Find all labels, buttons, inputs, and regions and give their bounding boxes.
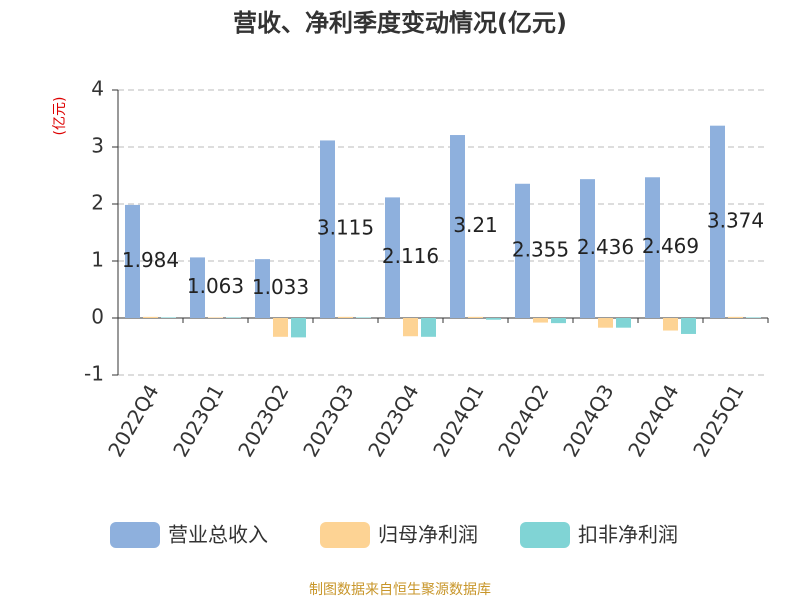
bar [403,318,418,337]
y-tick-label: -1 [84,362,104,386]
bar [190,257,205,318]
y-tick-label: 2 [91,191,104,215]
legend-label[interactable]: 营业总收入 [168,523,268,547]
bar [161,317,176,318]
legend-swatch[interactable] [520,522,570,548]
bar [450,135,465,318]
y-tick-label: 4 [91,77,104,101]
bar [338,316,353,318]
value-label: 3.374 [707,208,764,232]
value-label: 3.115 [317,216,374,240]
value-label: 1.033 [252,275,309,299]
x-tick-label: 2024Q1 [428,380,488,461]
x-tick-label: 2024Q4 [623,380,683,461]
bar [255,259,270,318]
bar [356,317,371,318]
bar [125,204,140,318]
bar [320,140,335,318]
bar [385,197,400,318]
value-label: 2.436 [577,235,634,259]
bar [616,318,631,328]
y-axis-label: (亿元) [52,97,68,136]
bar [598,318,613,328]
y-tick-label: 3 [91,134,104,158]
value-label: 1.984 [122,248,179,272]
value-label: 3.21 [453,213,498,237]
legend-label[interactable]: 扣非净利润 [578,523,678,547]
source-note: 制图数据来自恒生聚源数据库 [309,582,491,598]
bar [551,318,566,324]
value-label: 1.063 [187,274,244,298]
legend-label[interactable]: 归母净利润 [378,523,478,547]
x-tick-label: 2023Q3 [298,380,358,461]
bar [291,318,306,338]
bar [681,318,696,334]
bar [533,318,548,323]
bar [226,317,241,318]
bar [273,318,288,337]
bar [728,316,743,318]
bar [645,177,660,318]
legend-swatch[interactable] [110,522,160,548]
bar [515,183,530,318]
x-tick-label: 2025Q1 [688,380,748,461]
bar [143,316,158,318]
bar [486,318,501,320]
legend-swatch[interactable] [320,522,370,548]
x-tick-label: 2023Q2 [233,380,293,461]
y-tick-label: 1 [91,248,104,272]
value-label: 2.355 [512,237,569,261]
bar [710,125,725,318]
value-label: 2.116 [382,244,439,268]
bar [208,317,223,318]
value-label: 2.469 [642,234,699,258]
x-tick-label: 2024Q2 [493,380,553,461]
chart-title: 营收、净利季度变动情况(亿元) [233,9,567,37]
x-tick-label: 2023Q1 [168,380,228,461]
bar [580,179,595,318]
y-tick-label: 0 [91,305,104,329]
x-tick-label: 2023Q4 [363,380,423,461]
x-tick-label: 2024Q3 [558,380,618,461]
bar [421,318,436,337]
x-tick-label: 2022Q4 [103,380,163,461]
bar [746,317,761,318]
bar [663,318,678,331]
bar [468,316,483,318]
